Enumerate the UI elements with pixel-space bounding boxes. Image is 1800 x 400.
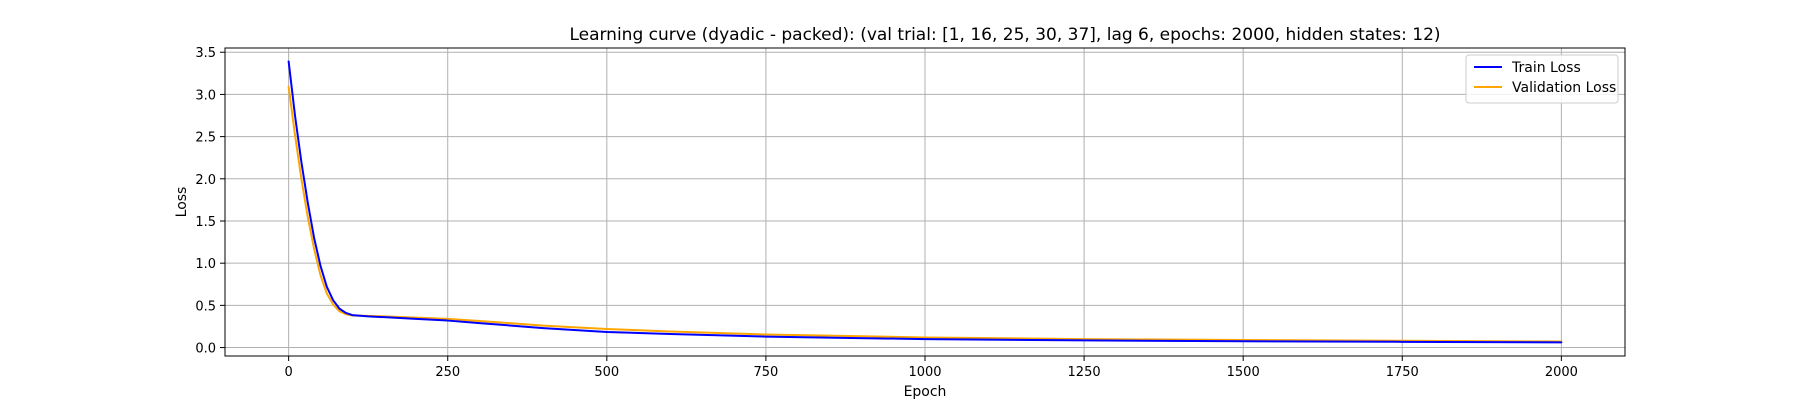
y-tick-label: 2.5 [195, 131, 216, 146]
y-axis-label: Loss [174, 187, 190, 218]
series-line-train-loss [287, 60, 1563, 344]
x-tick-label: 1250 [1068, 365, 1101, 380]
y-tick-label: 1.0 [195, 257, 216, 272]
legend: Train Loss Validation Loss [1465, 54, 1619, 104]
series-lines [287, 60, 1563, 344]
legend-label-validation-loss: Validation Loss [1512, 80, 1616, 96]
x-tick-label: 2000 [1545, 365, 1578, 380]
legend-frame [1465, 54, 1619, 104]
y-tick-label: 0.5 [195, 299, 216, 314]
y-tick-label: 3.0 [195, 88, 216, 103]
x-axis-ticks: 0 250 500 750 1000 1250 1500 1750 2000 [284, 356, 1578, 380]
legend-label-train-loss: Train Loss [1511, 60, 1581, 76]
x-tick-label: 250 [435, 365, 460, 380]
x-tick-label: 1750 [1386, 365, 1419, 380]
grid-lines [225, 48, 1625, 356]
chart-title: Learning curve (dyadic - packed): (val t… [569, 25, 1440, 45]
x-tick-label: 1500 [1227, 365, 1260, 380]
y-tick-label: 2.0 [195, 173, 216, 188]
x-tick-label: 1000 [908, 365, 941, 380]
y-axis-ticks: 0.0 0.5 1.0 1.5 2.0 2.5 3.0 3.5 [195, 46, 225, 357]
x-axis-label: Epoch [904, 384, 947, 400]
y-tick-label: 0.0 [195, 342, 216, 357]
y-tick-label: 1.5 [195, 215, 216, 230]
x-tick-label: 500 [594, 365, 619, 380]
x-tick-label: 750 [753, 365, 778, 380]
y-tick-label: 3.5 [195, 46, 216, 61]
x-tick-label: 0 [284, 365, 292, 380]
